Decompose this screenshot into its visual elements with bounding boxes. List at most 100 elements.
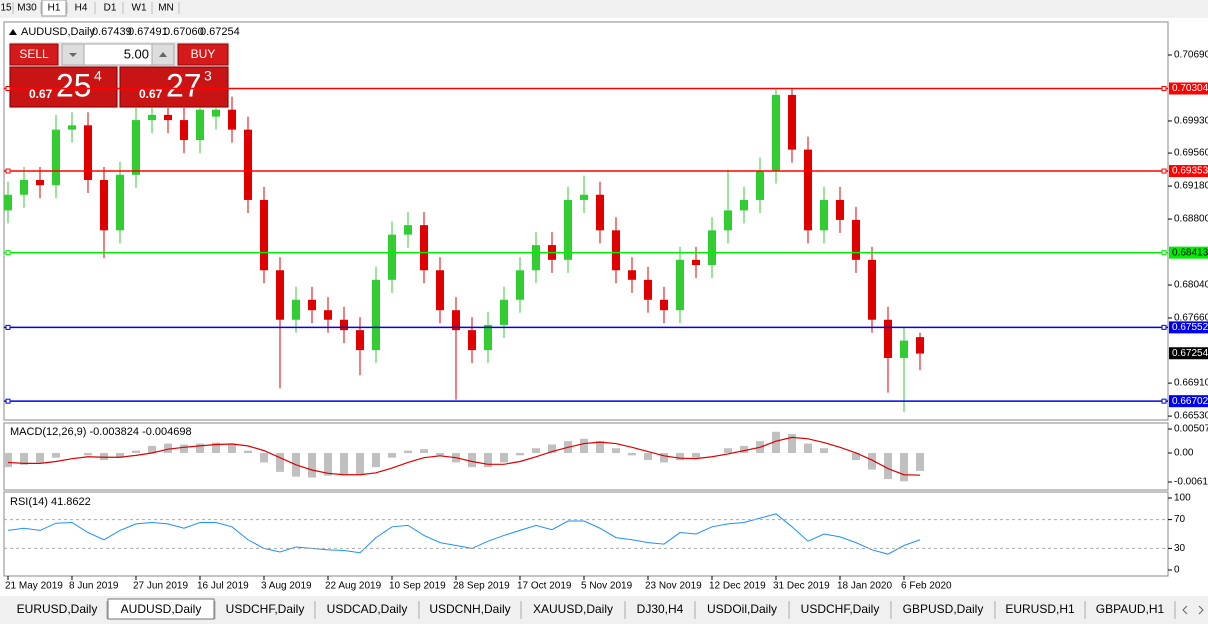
timeframe-active [41,0,67,17]
symbol-tab[interactable]: GBPAUD,H1 [1096,602,1165,616]
timeframe-button[interactable]: MN [158,3,174,14]
macd-bar [612,448,620,453]
ask-big: 27 [166,67,202,103]
macd-tick-label: 0.00 [1174,448,1194,459]
candle-body [740,199,748,211]
timeframe-button[interactable]: 15 [0,3,12,14]
candle-body [916,337,924,354]
candle-body [500,299,508,325]
last-price-label: 0.67254 [1172,348,1208,359]
macd-bar [308,452,316,478]
macd-tick-label: 0.005076 [1174,424,1208,435]
symbol-tab[interactable]: USDCAD,Daily [327,602,408,616]
symbol-tab[interactable]: GBPUSD,Daily [903,602,984,616]
macd-bar [420,449,428,453]
buy-button[interactable] [177,43,229,66]
tab-scroll-right[interactable] [1198,605,1204,615]
symbol-tab[interactable]: XAUUSD,Daily [533,602,613,616]
candle-body [180,120,188,141]
trade-panel: SELL 5.00 BUY 0.67 25 4 0.67 27 3 [9,42,229,108]
macd-bar [132,450,140,453]
date-label: 31 Dec 2019 [773,581,830,592]
candle-body [404,225,412,235]
candle-body [164,114,172,121]
macd-bar [164,443,172,453]
level-label-bg [1169,395,1208,408]
timeframe-button[interactable]: W1 [132,3,147,14]
candle-body [468,330,476,351]
candle-body [196,109,204,141]
level-handle [1161,398,1167,404]
collapse-icon[interactable] [9,29,17,35]
timeframe-button[interactable]: H1 [48,3,61,14]
candle-body [212,109,220,117]
ask-box[interactable] [119,66,229,108]
candle-body [260,199,268,271]
price-tick-label: 0.66910 [1174,378,1208,389]
candle-body [292,299,300,320]
candle-body [132,120,140,175]
rsi-panel [3,491,1169,577]
candle-body [836,199,844,220]
symbol-tab[interactable]: DJ30,H4 [637,602,684,616]
symbol-tab[interactable]: USDCNH,Daily [429,602,510,616]
ohlc-value: 0.67439 [92,26,132,38]
macd-bar [52,452,60,458]
candle-body [884,319,892,358]
symbol-tab[interactable]: EURUSD,Daily [17,602,98,616]
candle-body [772,94,780,171]
candle-body [676,259,684,311]
macd-bar [212,442,220,453]
price-tick-label: 0.68040 [1174,280,1208,291]
macd-bar [772,431,780,453]
date-label: 28 Sep 2019 [453,581,510,592]
ohlc-value: 0.67254 [200,26,240,38]
macd-signal [7,436,921,476]
candle-body [388,234,396,280]
date-label: 23 Nov 2019 [645,581,702,592]
macd-bar [852,452,860,461]
rsi-tick-label: 0 [1174,565,1180,576]
macd-bar [196,443,204,453]
candle-body [276,270,284,320]
candle-body [596,194,604,231]
tab-scroll-left[interactable] [1182,605,1188,615]
candle-body [564,199,572,260]
macd-bar [116,452,124,458]
candle-body [484,324,492,351]
macd-bar [356,452,364,475]
candle-body [516,270,524,300]
candle-body [36,179,44,186]
symbol-tab[interactable]: USDCHF,Daily [801,602,880,616]
timeframe-button[interactable]: M30 [17,3,37,14]
macd-bar [644,452,652,461]
symbol-tab[interactable]: EURUSD,H1 [1005,602,1075,616]
bid-box[interactable] [9,66,118,108]
macd-bar [436,452,444,456]
ask-prefix: 0.67 [139,87,163,101]
candle-body [84,125,92,180]
level-label-bg [1169,246,1208,259]
level-handle [1161,250,1167,256]
level-label-bg [1169,82,1208,95]
date-label: 12 Dec 2019 [709,581,766,592]
symbol-tab[interactable]: USDCHF,Daily [226,602,305,616]
timeframe-button[interactable]: H4 [75,3,88,14]
candle-body [100,179,108,231]
level-label: 0.68413 [1172,247,1208,258]
level-handle [5,85,11,91]
candle-body [4,194,12,211]
macd-bar [100,452,108,461]
rsi-tick-label: 30 [1174,543,1186,554]
date-label: 21 May 2019 [5,581,63,592]
price-tick-label: 0.68800 [1174,214,1208,225]
macd-bar [276,452,284,472]
symbol-tab[interactable]: USDOil,Daily [707,602,777,616]
sell-button[interactable] [9,43,59,66]
symbol-tab[interactable]: AUDUSD,Daily [121,602,202,616]
timeframe-button[interactable]: D1 [104,3,117,14]
level-label: 0.69353 [1172,166,1208,177]
candle-body [340,319,348,331]
toolbar [0,0,1208,17]
